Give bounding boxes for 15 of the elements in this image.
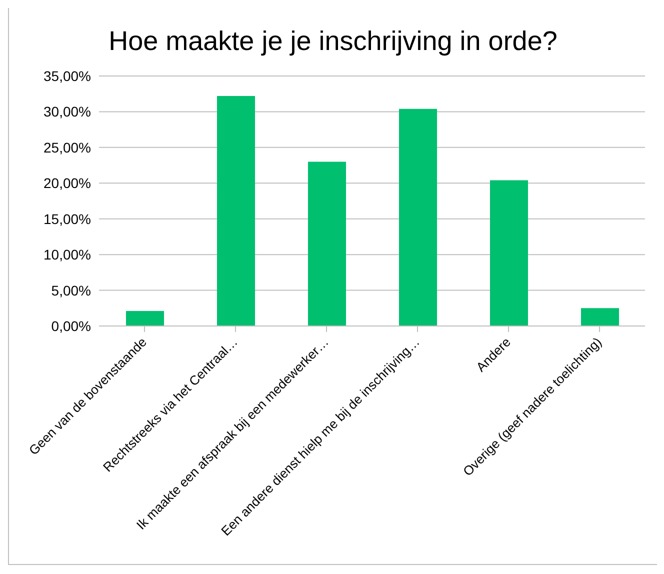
y-tick-label: 25,00% — [44, 139, 91, 156]
bar — [308, 162, 346, 326]
y-tick-label: 15,00% — [44, 210, 91, 227]
bar — [126, 311, 164, 326]
bar — [217, 96, 255, 326]
y-tick-label: 35,00% — [44, 68, 91, 84]
y-tick-label: 30,00% — [44, 104, 91, 120]
chart-title: Hoe maakte je je inschrijving in orde? — [108, 25, 558, 58]
y-tick-label: 10,00% — [44, 246, 91, 263]
bar — [490, 180, 528, 326]
bar — [581, 308, 619, 326]
y-tick-label: 0,00% — [51, 318, 91, 334]
y-tick-label: 20,00% — [44, 175, 91, 192]
y-tick-label: 5,00% — [51, 282, 91, 298]
bar — [399, 108, 437, 326]
